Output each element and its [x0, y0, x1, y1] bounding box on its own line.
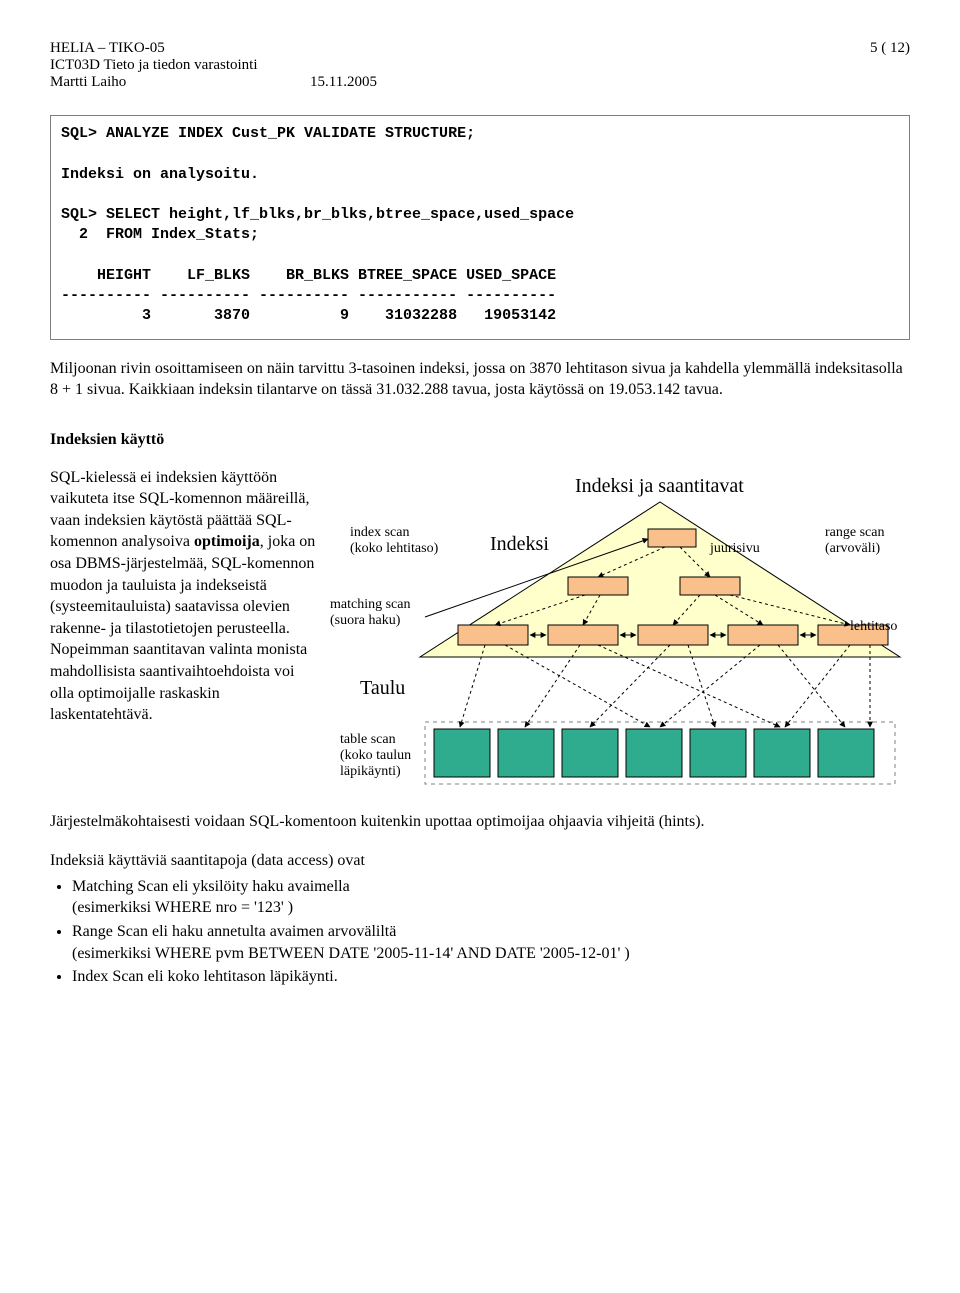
list-item: Matching Scan eli yksilöity haku avaimel… [72, 876, 910, 919]
index-mid-node [680, 577, 740, 595]
header-line2-left: ICT03D Tieto ja tiedon varastointi [50, 57, 258, 74]
list-item: Range Scan eli haku annetulta avaimen ar… [72, 921, 910, 964]
header-author: Martti Laiho [50, 74, 310, 91]
sql-output-box: SQL> ANALYZE INDEX Cust_PK VALIDATE STRU… [50, 115, 910, 340]
table-block [562, 729, 618, 777]
table-block [818, 729, 874, 777]
label-matching-scan: matching scan (suora haku) [330, 597, 410, 629]
diagram-index-access: Indeksi ja saantitavat index scan (koko … [330, 467, 905, 807]
left-paragraph-text: SQL-kielessä ei indeksien käyttöön vaiku… [50, 469, 315, 724]
header-line1-left: HELIA – TIKO-05 [50, 40, 165, 57]
paragraph-after-diagram: Järjestelmäkohtaisesti voidaan SQL-komen… [50, 811, 910, 833]
table-block [690, 729, 746, 777]
table-block [754, 729, 810, 777]
table-block [434, 729, 490, 777]
header-page-number: 5 ( 12) [870, 40, 910, 57]
paragraph-1: Miljoonan rivin osoittamiseen on näin ta… [50, 358, 910, 401]
index-leaf-node [728, 625, 798, 645]
label-index-scan: index scan (koko lehtitaso) [350, 525, 438, 557]
label-taulu: Taulu [360, 677, 405, 700]
label-juurisivu: juurisivu [710, 541, 760, 557]
label-table-scan: table scan (koko taulun läpikäynti) [340, 732, 411, 780]
table-block [626, 729, 682, 777]
index-mid-node [568, 577, 628, 595]
label-lehtitaso: lehtitaso [850, 619, 897, 635]
access-bullet-list: Matching Scan eli yksilöity haku avaimel… [72, 876, 910, 988]
table-block [498, 729, 554, 777]
paragraph-access-intro: Indeksiä käyttäviä saantitapoja (data ac… [50, 850, 910, 872]
index-leaf-node [458, 625, 528, 645]
label-indeksi: Indeksi [490, 533, 549, 556]
left-paragraph: SQL-kielessä ei indeksien käyttöön vaiku… [50, 467, 320, 726]
list-item: Index Scan eli koko lehtitason läpikäynt… [72, 966, 910, 988]
header-date: 15.11.2005 [310, 74, 810, 91]
label-range-scan: range scan (arvoväli) [825, 525, 884, 557]
index-leaf-node [548, 625, 618, 645]
diagram-title: Indeksi ja saantitavat [575, 475, 744, 498]
section-title: Indeksien käyttö [50, 431, 910, 449]
index-leaf-node [638, 625, 708, 645]
index-root-node [648, 529, 696, 547]
